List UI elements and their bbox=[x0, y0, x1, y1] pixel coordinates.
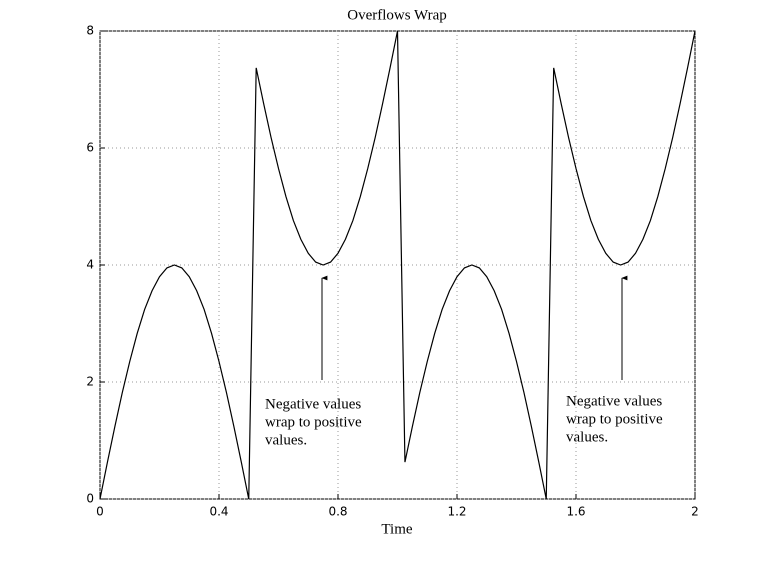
y-tick-label: 0 bbox=[86, 492, 94, 506]
y-tick-label: 6 bbox=[86, 141, 94, 155]
annotation: wrap to positive bbox=[566, 411, 663, 427]
y-tick-label: 4 bbox=[86, 258, 94, 272]
x-tick-label: 0.8 bbox=[328, 505, 347, 519]
annotation: values. bbox=[265, 432, 307, 448]
annotation: values. bbox=[566, 429, 608, 445]
x-tick-label: 0 bbox=[96, 505, 104, 519]
annotation: wrap to positive bbox=[265, 414, 362, 430]
y-tick-label: 2 bbox=[86, 375, 94, 389]
data-line bbox=[99, 30, 696, 500]
annotation: Negative values bbox=[566, 393, 662, 409]
x-tick-label: 0.4 bbox=[209, 505, 228, 519]
chart-title: Overflows Wrap bbox=[347, 7, 447, 23]
x-tick-label: 1.2 bbox=[447, 505, 466, 519]
annotation: Negative values bbox=[265, 396, 361, 412]
x-tick-label: 2 bbox=[691, 505, 699, 519]
x-tick-label: 1.6 bbox=[566, 505, 585, 519]
x-axis-label: Time bbox=[381, 521, 412, 537]
y-tick-label: 8 bbox=[86, 24, 94, 38]
